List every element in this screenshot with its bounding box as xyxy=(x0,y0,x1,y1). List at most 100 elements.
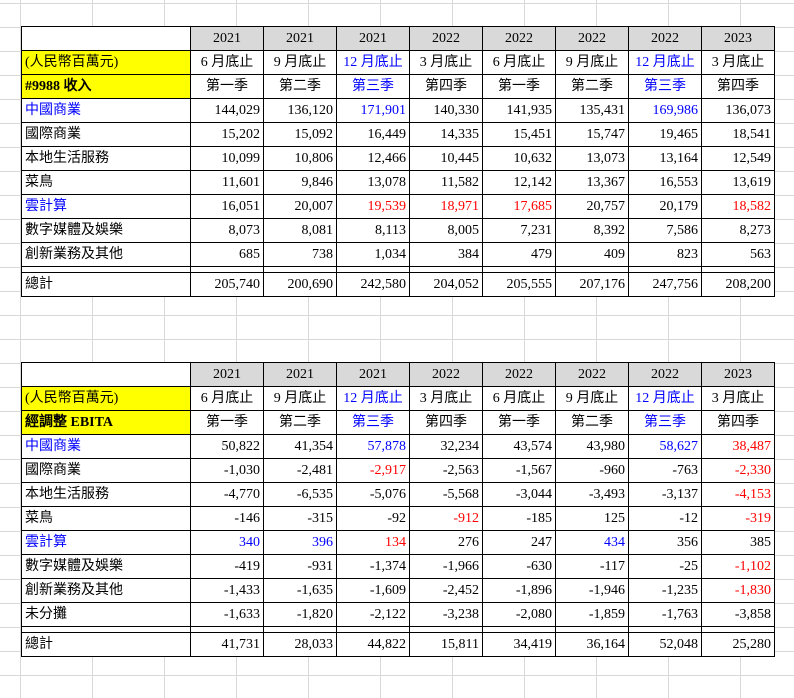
value-cell[interactable]: 141,935 xyxy=(482,98,556,123)
value-cell[interactable]: 10,099 xyxy=(190,146,264,171)
value-cell[interactable]: 10,445 xyxy=(409,146,483,171)
period-cell[interactable]: 6 月底止 xyxy=(190,50,264,75)
value-cell[interactable]: -960 xyxy=(555,458,629,483)
value-cell[interactable]: -1,235 xyxy=(628,578,702,603)
value-cell[interactable]: 171,901 xyxy=(336,98,410,123)
value-cell[interactable]: -185 xyxy=(482,506,556,531)
total-value-cell[interactable]: 36,164 xyxy=(555,632,629,657)
total-value-cell[interactable]: 34,419 xyxy=(482,632,556,657)
row-label-cell[interactable]: 未分攤 xyxy=(21,602,191,627)
total-value-cell[interactable]: 205,740 xyxy=(190,272,264,297)
total-value-cell[interactable]: 41,731 xyxy=(190,632,264,657)
value-cell[interactable]: -3,493 xyxy=(555,482,629,507)
value-cell[interactable]: -1,374 xyxy=(336,554,410,579)
total-value-cell[interactable]: 204,052 xyxy=(409,272,483,297)
year-cell[interactable]: 2022 xyxy=(482,26,556,51)
year-cell[interactable]: 2021 xyxy=(263,26,337,51)
row-label-cell[interactable]: 數字媒體及娛樂 xyxy=(21,554,191,579)
value-cell[interactable]: -931 xyxy=(263,554,337,579)
quarter-cell[interactable]: 第一季 xyxy=(190,74,264,99)
period-cell[interactable]: 9 月底止 xyxy=(555,386,629,411)
value-cell[interactable]: 136,120 xyxy=(263,98,337,123)
value-cell[interactable]: 169,986 xyxy=(628,98,702,123)
value-cell[interactable]: -763 xyxy=(628,458,702,483)
value-cell[interactable]: 140,330 xyxy=(409,98,483,123)
total-value-cell[interactable]: 44,822 xyxy=(336,632,410,657)
year-cell[interactable]: 2022 xyxy=(628,26,702,51)
row-label-cell[interactable]: 國際商業 xyxy=(21,458,191,483)
year-cell[interactable]: 2023 xyxy=(701,26,775,51)
value-cell[interactable]: -2,481 xyxy=(263,458,337,483)
quarter-cell[interactable]: 第二季 xyxy=(263,410,337,435)
period-cell[interactable]: 6 月底止 xyxy=(482,386,556,411)
value-cell[interactable]: 384 xyxy=(409,242,483,267)
year-cell[interactable]: 2021 xyxy=(336,362,410,387)
total-value-cell[interactable]: 28,033 xyxy=(263,632,337,657)
value-cell[interactable]: 134 xyxy=(336,530,410,555)
value-cell[interactable]: 8,073 xyxy=(190,218,264,243)
value-cell[interactable]: 10,806 xyxy=(263,146,337,171)
value-cell[interactable]: -2,080 xyxy=(482,602,556,627)
value-cell[interactable]: 356 xyxy=(628,530,702,555)
value-cell[interactable]: -3,137 xyxy=(628,482,702,507)
year-cell[interactable]: 2022 xyxy=(409,26,483,51)
value-cell[interactable]: -315 xyxy=(263,506,337,531)
value-cell[interactable]: 136,073 xyxy=(701,98,775,123)
year-cell[interactable]: 2022 xyxy=(628,362,702,387)
value-cell[interactable]: 16,051 xyxy=(190,194,264,219)
value-cell[interactable]: 43,574 xyxy=(482,434,556,459)
value-cell[interactable]: -1,820 xyxy=(263,602,337,627)
value-cell[interactable]: 41,354 xyxy=(263,434,337,459)
period-cell[interactable]: 3 月底止 xyxy=(409,50,483,75)
total-value-cell[interactable]: 242,580 xyxy=(336,272,410,297)
total-label-cell[interactable]: 總計 xyxy=(21,272,191,297)
value-cell[interactable]: -146 xyxy=(190,506,264,531)
quarter-cell[interactable]: 第三季 xyxy=(336,74,410,99)
value-cell[interactable]: -2,452 xyxy=(409,578,483,603)
value-cell[interactable]: 144,029 xyxy=(190,98,264,123)
value-cell[interactable]: 15,202 xyxy=(190,122,264,147)
value-cell[interactable]: 10,632 xyxy=(482,146,556,171)
period-cell[interactable]: 6 月底止 xyxy=(190,386,264,411)
value-cell[interactable]: -25 xyxy=(628,554,702,579)
value-cell[interactable]: 434 xyxy=(555,530,629,555)
value-cell[interactable]: 8,273 xyxy=(701,218,775,243)
period-cell[interactable]: 3 月底止 xyxy=(701,386,775,411)
value-cell[interactable]: -1,567 xyxy=(482,458,556,483)
total-value-cell[interactable]: 205,555 xyxy=(482,272,556,297)
value-cell[interactable]: 13,164 xyxy=(628,146,702,171)
quarter-cell[interactable]: 第四季 xyxy=(409,74,483,99)
value-cell[interactable]: 32,234 xyxy=(409,434,483,459)
quarter-cell[interactable]: 第四季 xyxy=(701,410,775,435)
value-cell[interactable]: 13,078 xyxy=(336,170,410,195)
value-cell[interactable]: 396 xyxy=(263,530,337,555)
value-cell[interactable]: 19,539 xyxy=(336,194,410,219)
value-cell[interactable]: -630 xyxy=(482,554,556,579)
value-cell[interactable]: 247 xyxy=(482,530,556,555)
row-label-cell[interactable]: 雲計算 xyxy=(21,194,191,219)
value-cell[interactable]: -1,635 xyxy=(263,578,337,603)
quarter-cell[interactable]: 第三季 xyxy=(628,74,702,99)
value-cell[interactable]: 276 xyxy=(409,530,483,555)
total-value-cell[interactable]: 208,200 xyxy=(701,272,775,297)
value-cell[interactable]: 15,451 xyxy=(482,122,556,147)
value-cell[interactable]: 1,034 xyxy=(336,242,410,267)
value-cell[interactable]: -1,830 xyxy=(701,578,775,603)
value-cell[interactable]: -1,030 xyxy=(190,458,264,483)
value-cell[interactable]: 14,335 xyxy=(409,122,483,147)
value-cell[interactable]: 57,878 xyxy=(336,434,410,459)
value-cell[interactable]: -1,896 xyxy=(482,578,556,603)
quarter-cell[interactable]: 第四季 xyxy=(409,410,483,435)
year-cell[interactable]: 2022 xyxy=(555,362,629,387)
row-label-cell[interactable]: 數字媒體及娛樂 xyxy=(21,218,191,243)
value-cell[interactable]: 125 xyxy=(555,506,629,531)
period-cell[interactable]: 3 月底止 xyxy=(701,50,775,75)
value-cell[interactable]: -1,633 xyxy=(190,602,264,627)
quarter-cell[interactable]: 第二季 xyxy=(555,410,629,435)
row-label-cell[interactable]: 創新業務及其他 xyxy=(21,242,191,267)
period-cell[interactable]: 9 月底止 xyxy=(263,50,337,75)
value-cell[interactable]: -6,535 xyxy=(263,482,337,507)
value-cell[interactable]: -4,770 xyxy=(190,482,264,507)
table-title-cell[interactable]: #9988 收入 xyxy=(21,74,191,99)
value-cell[interactable]: 50,822 xyxy=(190,434,264,459)
